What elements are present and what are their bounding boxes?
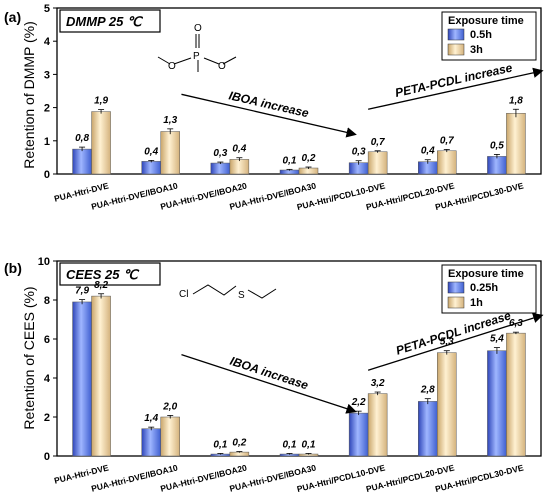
panel-b-bar-s1-1 [72,301,92,457]
panel-a-legend-title: Exposure time [448,15,524,27]
panel-a-value-label: 0,5 [490,140,504,151]
panel-a-title: DMMP 25 ℃ [66,14,144,29]
panel-b-bar-s1-2 [141,428,161,457]
panel-b-y-tick-label: 2 [44,412,50,424]
panel-b-value-label: 5,3 [440,337,454,348]
panel-a-y-tick-label: 3 [44,69,50,81]
panel-a-bar-s1-7 [487,156,507,175]
panel-b-y-tick-label: 0 [44,451,50,463]
panel-a-value-label: 1,9 [94,96,108,107]
panel-a-y-tick-label: 1 [44,136,50,148]
cees-atom-cl: Cl [179,289,188,300]
panel-b-bar-s2-6 [437,352,457,457]
panel-a-y-axis-label: Retention of DMMP (%) [21,21,37,169]
panel-a-legend-swatch-1 [447,28,465,41]
panel-b-y-tick-label: 8 [44,295,50,307]
panel-b-bar-s2-2 [160,416,180,457]
panel-a-value-label: 1,3 [163,115,177,126]
panel-b-legend-title: Exposure time [448,268,524,280]
dmmp-atom-o-top: O [194,23,202,34]
panel-b-bar-s1-6 [418,401,438,457]
panel-b-value-label: 1,4 [144,413,158,424]
panel-a-trend-arrow-1 [181,93,357,138]
panel-a-bar-s2-2 [160,131,180,175]
panel-a-value-label: 0,3 [213,148,227,159]
panel-a-trend-annotation-2: PETA-PCDL increase [394,60,514,100]
panel-b-label: (b) [4,260,22,276]
panel-a-value-label: 0,4 [144,146,158,157]
panel-b-value-label: 8,2 [94,280,108,291]
panel-a-value-label: 0,7 [440,135,454,146]
dmmp-molecule: O P O O [157,23,237,72]
panel-b-trend-annotation-1: IBOA increase [228,354,310,393]
panel-a-y-tick-label: 5 [44,3,50,15]
panel-a-bar-s1-1 [72,148,92,175]
panel-b-value-label: 2,0 [162,401,177,412]
panel-a-y-tick-label: 4 [44,36,51,48]
panel-a-legend-label-1: 0.5h [470,29,492,41]
panel-a-legend-label-2: 3h [470,44,483,56]
panel-b-value-label: 7,9 [75,286,89,297]
panel-a-value-label: 0,7 [371,137,385,148]
panel-b-legend: Exposure time 0.25h 1h [441,264,537,314]
panel-b-bar-s1-5 [348,412,369,457]
panel-b-y-axis-label: Retention of CEES (%) [21,286,37,429]
panel-a-y-tick-label: 0 [44,169,50,181]
panel-a-trend-arrow-2 [368,67,544,110]
panel-a-value-label: 0,8 [75,133,89,144]
panel-a-bar-s1-3 [210,162,231,175]
panel-a-label: (a) [4,9,21,25]
panel-b-value-label: 5,4 [490,334,504,345]
cees-atom-s: S [238,290,245,301]
panel-b-bar-s2-5 [367,393,388,457]
panel-b-value-label: 0,1 [302,439,316,450]
panel-b-legend-swatch-1 [447,281,465,294]
chart-panel-b: (b) CEES 25 ℃ Retention of CEES (%) Cl S… [4,256,544,494]
panel-a-value-label: 0,4 [421,146,435,157]
panel-a-bar-s2-5 [367,151,388,175]
panel-b-bar-s2-1 [91,295,111,457]
panel-a-value-label: 0,1 [283,155,297,166]
panel-a-value-label: 0,3 [352,147,366,158]
panel-b-bar-s2-7 [506,332,526,457]
panel-b-bar-s1-7 [487,350,507,457]
panel-b-value-label: 0,1 [283,439,297,450]
panel-b-y-tick-label: 10 [38,256,50,268]
panel-a-bar-s2-3 [229,159,250,175]
panel-a-bar-s1-2 [141,161,161,175]
dmmp-atom-o-right: O [218,61,226,72]
panel-b-value-label: 0,1 [213,439,227,450]
dmmp-atom-p: P [193,51,200,62]
panel-b-value-label: 2,8 [420,385,435,396]
panel-a-trend-annotation-1: IBOA increase [227,88,310,120]
panel-b-trend-arrow-2 [367,312,544,371]
panel-b-value-label: 3,2 [371,378,385,389]
panel-a-title-box [59,9,161,33]
panel-b-value-label: 0,2 [232,438,246,449]
panel-a-bar-s2-6 [437,150,457,175]
panel-a-y-tick-label: 2 [44,103,50,115]
panel-b-y-tick-label: 6 [44,334,50,346]
panel-a-value-label: 1,8 [509,95,523,106]
cees-molecule: Cl S [179,284,277,301]
panel-a-bar-s2-7 [506,112,526,175]
panel-a-value-label: 0,2 [302,153,316,164]
panel-b-legend-label-2: 1h [470,297,483,309]
panel-a-bar-s2-1 [91,111,111,175]
panel-b-title: CEES 25 ℃ [66,267,140,282]
panel-b-value-label: 2,2 [351,397,366,408]
dmmp-atom-o-left: O [168,61,176,72]
panel-b-legend-label-1: 0.25h [470,282,498,294]
panel-a-legend-swatch-2 [447,43,465,56]
panel-b-trend-arrow-1 [181,353,357,414]
panel-a-legend: Exposure time 0.5h 3h [441,11,537,61]
panel-a-value-label: 0,4 [232,144,246,155]
panel-b-title-box [59,262,161,286]
chart-panel-a: (a) DMMP 25 ℃ Retention of DMMP (%) O P … [4,3,544,212]
panel-b-y-tick-label: 4 [44,373,51,385]
panel-b-legend-swatch-2 [447,296,465,309]
